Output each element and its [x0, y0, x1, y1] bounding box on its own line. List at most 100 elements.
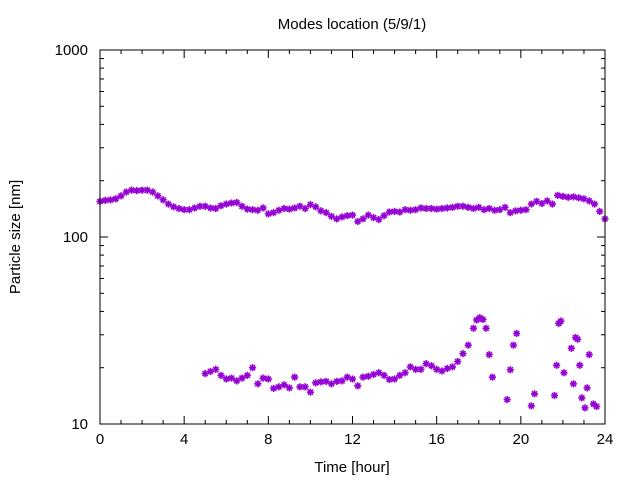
data-point: [454, 357, 462, 366]
data-point: [396, 208, 404, 216]
x-tick-label: 16: [428, 431, 445, 448]
data-point: [522, 206, 530, 214]
data-point: [154, 192, 162, 200]
data-point: [390, 375, 399, 383]
data-point: [412, 365, 420, 373]
data-point: [133, 187, 141, 195]
data-point: [438, 367, 446, 375]
y-axis-label: Particle size [nm]: [7, 180, 24, 294]
data-point: [301, 204, 309, 213]
data-point: [291, 373, 299, 381]
data-point: [464, 203, 472, 211]
data-point: [459, 202, 467, 210]
data-point: [259, 204, 267, 212]
data-point: [375, 215, 383, 224]
data-point: [574, 335, 582, 343]
data-point: [222, 375, 230, 383]
data-point: [513, 329, 521, 338]
data-point: [106, 196, 115, 204]
data-point: [269, 384, 278, 393]
x-tick-label: 8: [264, 431, 272, 448]
data-point: [175, 204, 183, 213]
y-tick-label: 100: [63, 229, 88, 246]
data-point: [596, 207, 604, 216]
data-point: [264, 210, 272, 218]
data-point: [554, 191, 562, 199]
data-point: [448, 203, 457, 211]
data-point: [482, 324, 490, 332]
data-point: [222, 200, 230, 208]
y-tick-label: 10: [71, 416, 88, 433]
data-point: [578, 394, 586, 402]
data-point: [217, 371, 225, 379]
data-points: [96, 186, 609, 412]
data-point: [585, 351, 593, 359]
data-point: [312, 203, 320, 211]
data-point: [327, 212, 336, 220]
data-point: [227, 374, 236, 382]
data-point: [583, 384, 591, 392]
data-point: [550, 391, 559, 400]
data-point: [569, 193, 578, 201]
data-point: [259, 374, 267, 382]
data-point: [301, 383, 309, 391]
data-point: [560, 369, 568, 377]
data-point: [359, 215, 367, 223]
data-point: [117, 192, 125, 200]
data-point: [569, 380, 578, 388]
data-point: [212, 365, 220, 373]
data-point: [506, 209, 514, 217]
data-point: [285, 205, 293, 213]
x-tick-label: 20: [512, 431, 529, 448]
data-point: [385, 208, 393, 216]
data-point: [488, 373, 497, 381]
data-point: [459, 349, 467, 358]
data-point: [233, 377, 241, 385]
plot-frame: [99, 49, 606, 425]
data-point: [417, 365, 425, 373]
data-point: [396, 371, 404, 379]
x-axis-label: Time [hour]: [314, 459, 389, 476]
data-point: [238, 202, 246, 210]
data-point: [464, 341, 472, 349]
data-point: [575, 194, 583, 202]
data-point: [443, 364, 451, 373]
data-point: [480, 206, 488, 214]
data-point: [264, 375, 272, 383]
data-point: [354, 217, 362, 226]
data-point: [212, 204, 220, 213]
data-point: [380, 371, 388, 379]
data-point: [285, 384, 293, 392]
y-tick-label: 1000: [55, 42, 88, 59]
data-point: [296, 383, 304, 391]
data-point: [576, 361, 584, 369]
data-point: [354, 382, 362, 390]
data-point: [543, 197, 551, 205]
data-point: [503, 396, 511, 404]
data-point: [427, 362, 436, 370]
x-tick-label: 4: [180, 431, 188, 448]
data-point: [375, 369, 383, 377]
data-point: [506, 366, 514, 374]
data-point: [590, 200, 599, 208]
data-point: [567, 344, 575, 352]
data-point: [149, 188, 157, 196]
data-point: [527, 200, 535, 208]
data-point: [369, 370, 378, 379]
data-point: [359, 373, 367, 381]
data-point: [530, 390, 539, 398]
data-point: [238, 374, 246, 382]
data-point: [312, 379, 320, 387]
data-point: [469, 204, 478, 213]
data-point: [422, 204, 430, 213]
data-point: [448, 363, 457, 371]
data-point: [322, 209, 330, 217]
data-point: [501, 203, 509, 211]
data-point: [138, 186, 146, 194]
data-point: [469, 324, 478, 332]
data-point: [585, 197, 593, 205]
data-point: [557, 317, 565, 325]
data-point: [581, 404, 589, 412]
data-point: [112, 195, 120, 203]
